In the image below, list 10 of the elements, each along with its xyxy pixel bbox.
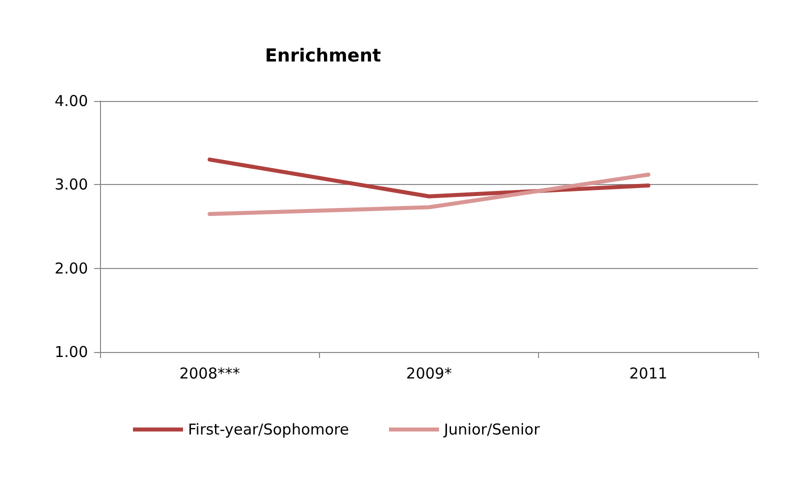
x-tick-label: 2011 [629,364,668,382]
x-tick-label: 2008*** [179,364,240,382]
legend-label: Junior/Senior [442,420,541,438]
x-tick-label: 2009* [406,364,452,382]
y-tick-label: 1.00 [54,343,88,361]
legend-label: First-year/Sophomore [188,420,349,438]
chart-title: Enrichment [264,46,382,66]
y-tick-label: 2.00 [54,259,88,278]
y-tick-label: 3.00 [54,176,88,194]
y-tick-label: 4.00 [54,92,88,110]
